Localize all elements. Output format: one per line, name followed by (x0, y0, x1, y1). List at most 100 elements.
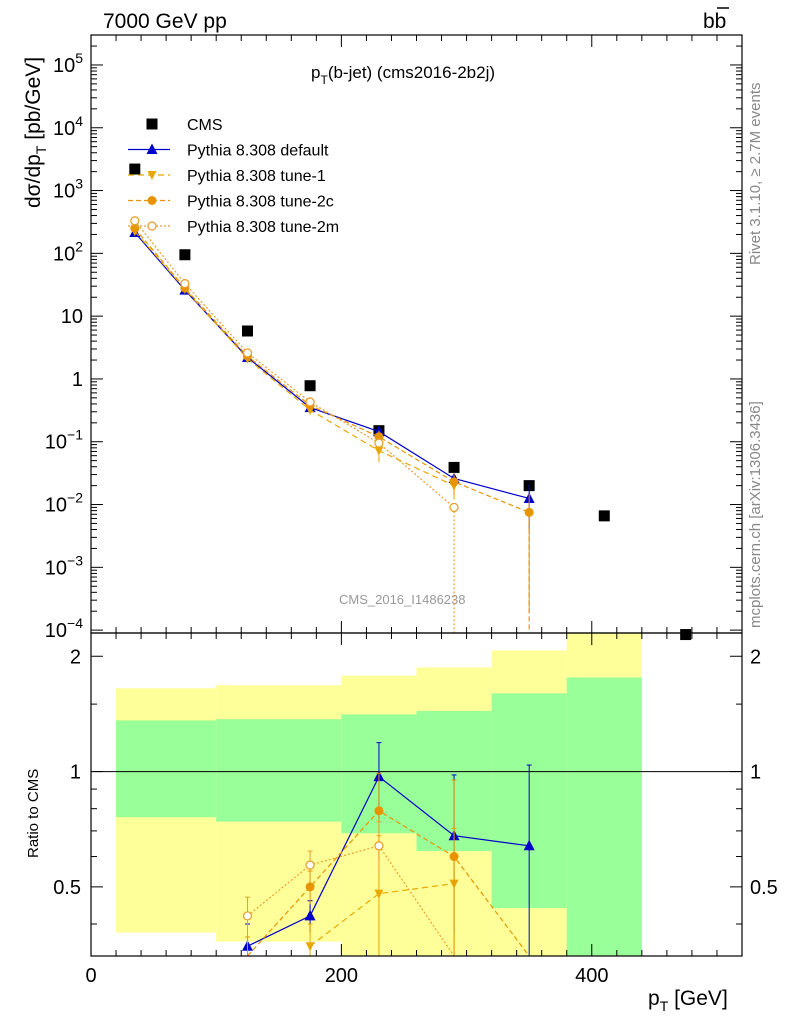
point-tune2m (180, 278, 190, 289)
point-data (241, 325, 253, 337)
point-tune2m (374, 438, 384, 448)
legend-item-tune2c: Pythia 8.308 tune-2c (128, 194, 334, 211)
legend-marker-tune1 (147, 171, 157, 180)
y-tick-base: 10 (53, 118, 75, 140)
point-data (680, 629, 692, 641)
x-axis-label-rest: [GeV] (668, 987, 728, 1010)
legend-item-default: Pythia 8.308 default (128, 143, 329, 160)
x-axis-label: pT [GeV] (648, 987, 728, 1014)
point-tune2m (130, 216, 140, 226)
point-tune1 (374, 446, 384, 456)
y-tick-exp: −3 (67, 552, 83, 568)
ratio-point-tune2c (305, 882, 315, 892)
y-tick-label: 102 (53, 238, 83, 265)
series-line (134, 232, 530, 500)
main-plot (129, 163, 692, 641)
point-data (598, 510, 610, 522)
point-tune2c (449, 477, 459, 487)
point-data (304, 380, 316, 392)
point-tune2m (242, 348, 253, 358)
y-tick-exp: 5 (75, 50, 83, 66)
ratio-point-tune2c (374, 806, 384, 816)
ratio-y-tick-label-right: 1 (750, 762, 761, 784)
y-tick-exp: 3 (75, 176, 83, 192)
watermark: CMS_2016_I1486238 (339, 592, 466, 607)
y-tick-label: 10−3 (45, 552, 83, 579)
y-tick-label: 10−2 (45, 490, 83, 517)
ratio-bands (91, 633, 742, 956)
ratio-point-tune2m (374, 841, 384, 851)
y-tick-label: 103 (53, 176, 83, 203)
ratio-point-tune1 (374, 889, 384, 899)
ratio-point-tune1 (305, 942, 315, 952)
legend: CMS Pythia 8.308 default Pythia 8.308 tune… (128, 117, 339, 236)
plot-title-p: p (311, 63, 320, 82)
ratio-y-tick-label: 0.5 (53, 877, 81, 899)
legend-marker-data (146, 118, 158, 130)
series-tune2m (130, 216, 459, 633)
series-line (134, 230, 455, 487)
legend-marker-tune2m (147, 221, 157, 231)
y-tick-label: 1 (72, 369, 83, 391)
y-tick-exp: −4 (67, 615, 83, 631)
y-ratio-label: Ratio to CMS (25, 769, 42, 858)
y-tick-base: 10 (45, 620, 67, 642)
x-tick-label: 200 (325, 965, 358, 987)
mcplots-label: mcplots.cern.ch [arXiv:1306.3436] (747, 401, 764, 628)
rivet-label: Rivet 3.1.10, ≥ 2.7M events (747, 83, 764, 266)
y-main-label-b: [pb/GeV] (22, 57, 45, 146)
ratio-point-default (304, 909, 316, 921)
ratio-y-tick-label: 1 (70, 762, 81, 784)
y-tick-base: 10 (45, 432, 67, 454)
legend-item-tune2m: Pythia 8.308 tune-2m (128, 219, 339, 236)
point-tune2m (305, 397, 315, 407)
ratio-y-tick-label-right: 2 (750, 646, 761, 668)
ratio-line (247, 845, 455, 957)
x-axis-label-sub: T (660, 998, 669, 1014)
y-main-label: dσ/dpT [pb/GeV] (22, 57, 49, 208)
legend-label: Pythia 8.308 tune-1 (187, 168, 326, 185)
x-axis-label-p: p (648, 987, 660, 1010)
y-tick-label: 105 (53, 50, 83, 77)
ratio-plot (241, 742, 535, 957)
series-tune1 (130, 227, 459, 500)
ratio-series-tune2m (242, 821, 455, 957)
band-inner (216, 719, 342, 822)
ratio-y-tick-label-right: 0.5 (750, 877, 778, 899)
legend-marker-default (146, 143, 158, 154)
ratio-point-tune2c (449, 852, 459, 862)
y-tick-exp: −1 (67, 427, 83, 443)
series-tune2c (130, 223, 534, 633)
legend-marker-tune2c (147, 196, 157, 205)
legend-label: Pythia 8.308 default (187, 143, 329, 160)
ratio-point-default (523, 839, 535, 851)
plot-title-sub: T (320, 73, 328, 87)
x-tick-label: 0 (85, 965, 96, 987)
y-main-label-sub: T (33, 145, 49, 154)
y-tick-label: 10−4 (45, 615, 83, 642)
series-line (134, 227, 530, 513)
plot-title-rest: (b-jet) (cms2016-2b2j) (328, 63, 495, 82)
point-data (179, 249, 191, 261)
point-data (129, 163, 141, 175)
y-tick-base: 10 (53, 55, 75, 77)
ratio-series-tune2c (244, 772, 530, 957)
plot-title: pT(b-jet) (cms2016-2b2j) (311, 63, 495, 87)
series-line (134, 220, 455, 508)
y-tick-exp: −2 (67, 490, 83, 506)
y-tick-label: 10−1 (45, 427, 83, 454)
y-main-label-a: dσ/dp (22, 154, 45, 208)
x-tick-label: 400 (575, 965, 608, 987)
y-tick-label: 104 (53, 113, 83, 140)
point-tune2m (449, 502, 459, 513)
y-tick-base: 10 (53, 181, 75, 203)
y-tick-exp: 2 (75, 238, 83, 254)
y-tick-base: 10 (53, 243, 75, 265)
legend-item-data: CMS (146, 117, 223, 134)
header-left: 7000 GeV pp (103, 10, 227, 33)
legend-label: Pythia 8.308 tune-2c (187, 194, 334, 211)
band-inner (566, 677, 642, 956)
header-right: bb (703, 10, 726, 33)
ratio-point-tune2m (305, 860, 315, 870)
